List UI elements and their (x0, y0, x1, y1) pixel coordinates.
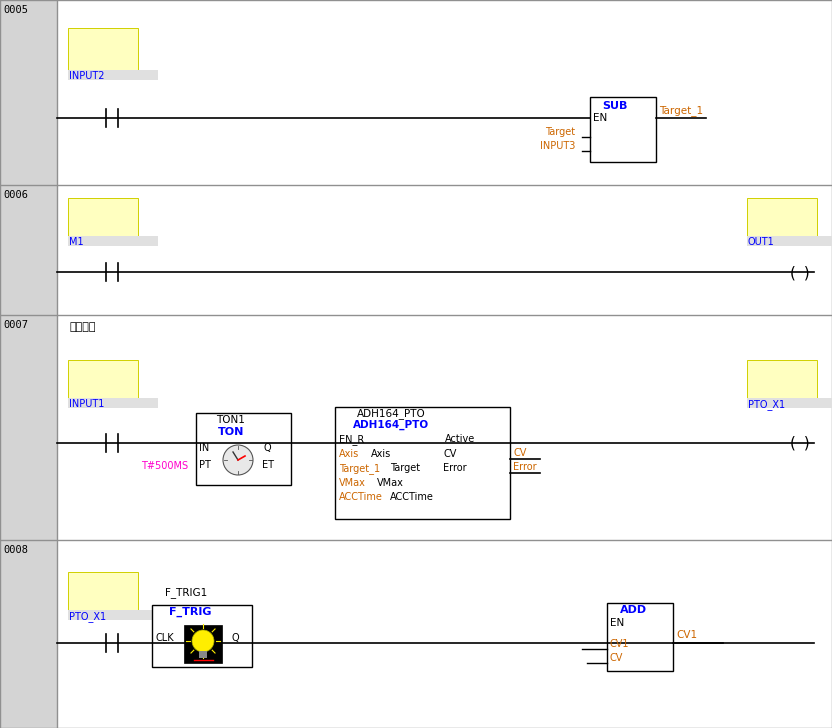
Text: INPUT3: INPUT3 (540, 141, 576, 151)
Text: VMax: VMax (377, 478, 404, 488)
Bar (68, 28, 138, 70)
Text: Target: Target (390, 463, 420, 473)
Text: ACCTime: ACCTime (339, 492, 383, 502)
Text: F_TRIG: F_TRIG (169, 607, 211, 617)
Bar (152, 605, 252, 667)
Bar (335, 407, 510, 519)
Text: EN: EN (610, 618, 624, 628)
Bar (68, 236, 158, 246)
Bar (747, 198, 817, 236)
Bar (184, 625, 222, 663)
Text: Target_1: Target_1 (659, 105, 703, 116)
Text: EN: EN (593, 113, 607, 123)
Text: ): ) (799, 436, 810, 451)
Text: F_TRIG1: F_TRIG1 (165, 587, 207, 598)
Bar (68, 572, 138, 610)
Bar (747, 398, 832, 408)
Text: Axis: Axis (339, 449, 359, 459)
Text: M1: M1 (69, 237, 84, 247)
Text: PTO_X1: PTO_X1 (69, 611, 106, 622)
Text: T#500MS: T#500MS (141, 461, 188, 471)
Text: IN: IN (199, 443, 210, 453)
Text: 0008: 0008 (3, 545, 28, 555)
Text: ADH164_PTO: ADH164_PTO (353, 420, 429, 430)
Bar (68, 360, 138, 398)
Text: Target: Target (545, 127, 575, 137)
Bar (196, 413, 291, 485)
Text: Q: Q (231, 633, 239, 643)
Text: SUB: SUB (602, 101, 627, 111)
Text: 0007: 0007 (3, 320, 28, 330)
Text: EN_R: EN_R (339, 434, 364, 445)
Text: ADD: ADD (620, 605, 647, 615)
Bar (68, 70, 158, 80)
Text: (: ( (790, 436, 796, 451)
Text: ADH164_PTO: ADH164_PTO (357, 408, 426, 419)
Text: Error: Error (443, 463, 467, 473)
Text: PT: PT (199, 460, 210, 470)
Text: PTO_X1: PTO_X1 (748, 399, 785, 410)
Text: CV: CV (513, 448, 527, 458)
Bar (747, 236, 832, 246)
Text: 0006: 0006 (3, 190, 28, 200)
Bar (747, 360, 817, 398)
Text: ACCTime: ACCTime (390, 492, 433, 502)
Bar (68, 610, 163, 620)
Text: INPUT1: INPUT1 (69, 399, 104, 409)
Bar (68, 398, 158, 408)
Text: INPUT2: INPUT2 (69, 71, 105, 81)
Text: Axis: Axis (371, 449, 391, 459)
Circle shape (192, 630, 214, 652)
Text: Target_1: Target_1 (339, 463, 380, 474)
Text: OUT1: OUT1 (748, 237, 775, 247)
Text: CV1: CV1 (610, 639, 630, 649)
Text: 去目标位: 去目标位 (70, 322, 97, 332)
Text: 0005: 0005 (3, 5, 28, 15)
Bar (607, 603, 673, 671)
Text: CV: CV (443, 449, 457, 459)
Circle shape (223, 445, 253, 475)
Bar (590, 97, 656, 162)
Text: Error: Error (513, 462, 537, 472)
Text: CLK: CLK (155, 633, 174, 643)
Text: ET: ET (262, 460, 274, 470)
Text: Q: Q (264, 443, 271, 453)
Bar (68, 198, 138, 236)
Text: ): ) (799, 265, 810, 280)
Text: VMax: VMax (339, 478, 366, 488)
Text: (: ( (790, 265, 796, 280)
Bar (199, 651, 207, 658)
Bar (0, 0, 57, 728)
Text: TON: TON (218, 427, 245, 437)
Text: TON1: TON1 (216, 415, 245, 425)
Text: CV1: CV1 (676, 630, 697, 640)
Text: Active: Active (445, 434, 475, 444)
Text: CV: CV (610, 653, 623, 663)
